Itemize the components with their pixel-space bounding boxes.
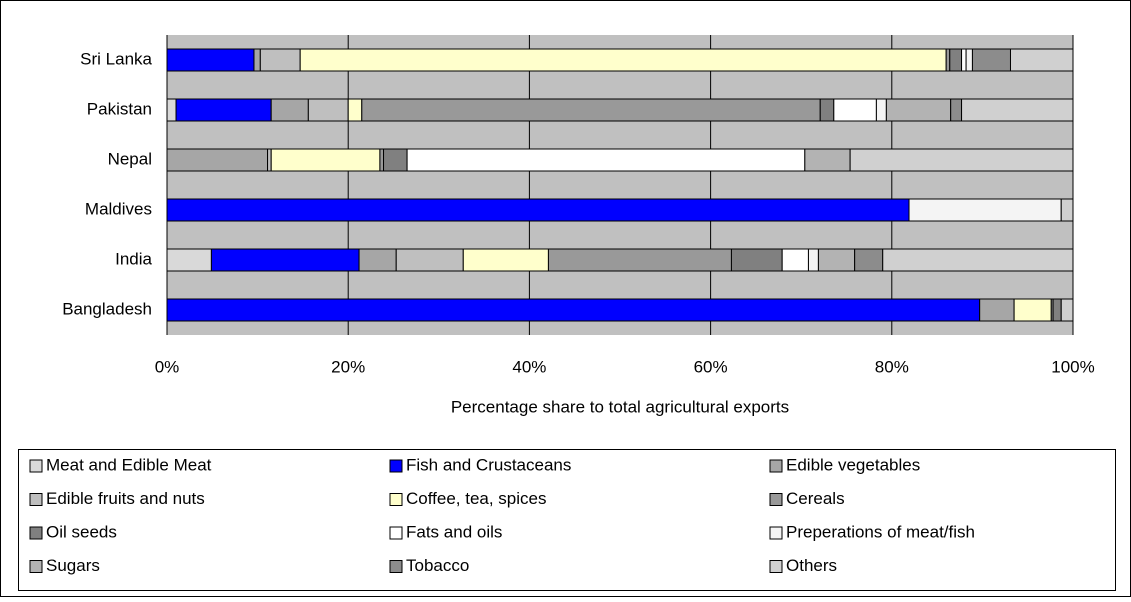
bar-segment <box>267 148 272 172</box>
legend-swatch <box>769 560 783 573</box>
bar-segment <box>885 98 952 122</box>
bar-segment <box>347 98 363 122</box>
bar-segment <box>804 148 851 172</box>
legend-label: Others <box>786 556 837 575</box>
bar-segment <box>383 148 408 172</box>
bar-segment <box>833 98 877 122</box>
x-tick-label: 80% <box>875 357 909 376</box>
x-tick-label: 100% <box>1051 357 1094 376</box>
bar-segment <box>908 198 1062 222</box>
bar-segment <box>949 48 963 72</box>
bar-segment <box>971 48 1011 72</box>
bar-segment <box>166 298 981 322</box>
legend-swatch <box>769 459 783 473</box>
bar-segment <box>979 298 1015 322</box>
bar-segment <box>166 248 212 272</box>
bar-segment <box>395 248 464 272</box>
bar-segment <box>379 148 385 172</box>
bar-segment <box>965 48 973 72</box>
bar-segment <box>166 48 255 72</box>
bar-segment <box>875 98 887 122</box>
legend-label: Edible fruits and nuts <box>46 489 205 508</box>
bar-segment <box>547 248 732 272</box>
bar-segment <box>253 48 261 72</box>
bar-segment <box>358 248 397 272</box>
legend-label: Cereals <box>786 489 845 508</box>
legend-label: Tobacco <box>406 556 469 575</box>
plot-area <box>167 35 1073 335</box>
x-tick-label: 0% <box>155 357 180 376</box>
bar-segment <box>961 48 967 72</box>
legend-label: Fish and Crustaceans <box>406 455 571 474</box>
bar-segment <box>259 48 301 72</box>
x-tick-label: 20% <box>331 357 365 376</box>
legend-label: Meat and Edible Meat <box>46 455 212 474</box>
bar-segment <box>1060 198 1074 222</box>
legend-box <box>18 449 1116 591</box>
y-tick-label: Pakistan <box>87 99 152 118</box>
bar-segment <box>1009 48 1074 72</box>
bar-segment <box>210 248 360 272</box>
x-tick-label: 40% <box>512 357 546 376</box>
y-tick-label: Maldives <box>85 199 152 218</box>
legend-swatch <box>769 526 783 540</box>
bar-segment <box>270 148 381 172</box>
legend-swatch <box>389 526 403 540</box>
legend-label: Sugars <box>46 556 100 575</box>
bar-segment <box>950 98 963 122</box>
legend-label: Edible vegetables <box>786 455 920 474</box>
legend-label: Preperations of meat/fish <box>786 522 975 541</box>
legend-label: Coffee, tea, spices <box>406 489 547 508</box>
bar-segment <box>166 98 177 122</box>
legend-label: Oil seeds <box>46 522 117 541</box>
bar-segment <box>781 248 809 272</box>
x-tick-label: 60% <box>694 357 728 376</box>
bar-segment <box>807 248 819 272</box>
legend-swatch <box>29 560 43 573</box>
bar-segment <box>166 148 269 172</box>
bar-segment <box>1013 298 1052 322</box>
bar-segment <box>307 98 349 122</box>
bar-segment <box>406 148 806 172</box>
legend-swatch <box>389 493 403 506</box>
bar-segment <box>166 198 910 222</box>
y-tick-label: Sri Lanka <box>80 49 152 68</box>
bar-segment <box>299 48 947 72</box>
legend-swatch <box>29 493 43 506</box>
y-tick-label: Nepal <box>108 149 152 168</box>
bar-segment <box>1052 298 1062 322</box>
y-tick-label: Bangladesh <box>62 299 152 318</box>
bar-segment <box>849 148 1074 172</box>
bar-segment <box>1060 298 1074 322</box>
bar-segment <box>730 248 783 272</box>
bar-segment <box>175 98 272 122</box>
bar-segment <box>817 248 856 272</box>
bar-segment <box>961 98 1074 122</box>
legend-swatch <box>769 493 783 506</box>
legend-swatch <box>389 560 403 573</box>
bar-segment <box>882 248 1074 272</box>
bar-segment <box>270 98 309 122</box>
y-tick-label: India <box>115 249 152 268</box>
bar-segment <box>462 248 549 272</box>
legend-label: Fats and oils <box>406 522 502 541</box>
bar-segment <box>819 98 835 122</box>
bar-segment <box>854 248 884 272</box>
bar-segment <box>945 48 951 72</box>
legend-swatch <box>389 459 403 473</box>
x-axis-label: Percentage share to total agricultural e… <box>451 397 789 416</box>
legend-swatch <box>29 459 43 473</box>
bar-segment <box>361 98 821 122</box>
legend-swatch <box>29 526 43 540</box>
